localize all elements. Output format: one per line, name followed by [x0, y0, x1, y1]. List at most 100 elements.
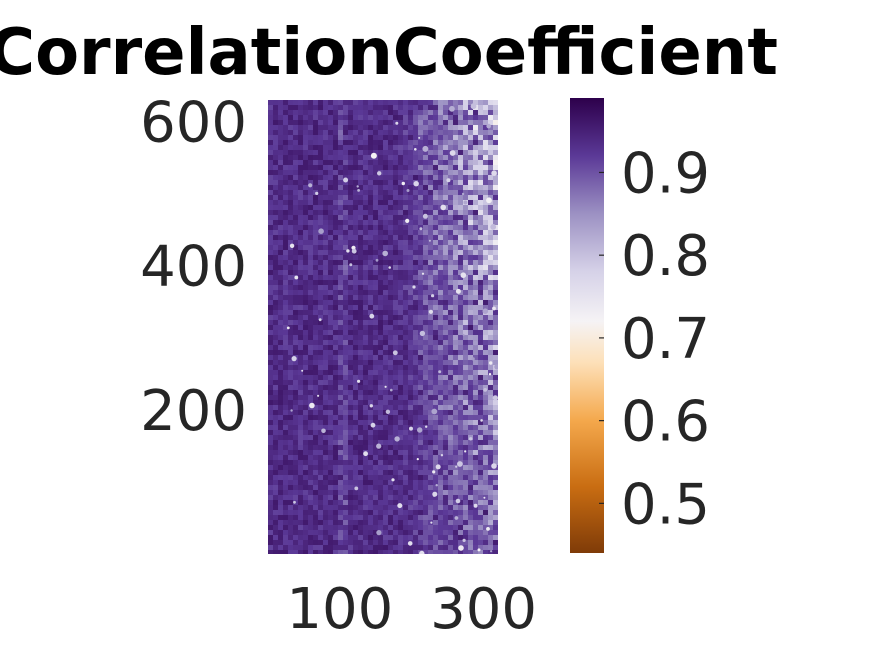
- heatmap-cell: [453, 305, 458, 310]
- heatmap-cell: [458, 245, 463, 250]
- heatmap-cell: [273, 345, 278, 350]
- heatmap-cell: [358, 455, 363, 460]
- heatmap-cell: [338, 255, 343, 260]
- heatmap-cell: [448, 275, 453, 280]
- heatmap-cell: [343, 165, 348, 170]
- heatmap-cell: [443, 155, 448, 160]
- heatmap-cell: [363, 215, 368, 220]
- heatmap-cell: [478, 100, 483, 105]
- heatmap-cell: [433, 455, 438, 460]
- heatmap-cell: [403, 345, 408, 350]
- heatmap-cell: [403, 220, 408, 225]
- heatmap-cell: [473, 415, 478, 420]
- heatmap-cell: [348, 550, 353, 554]
- heatmap-cell: [323, 345, 328, 350]
- heatmap-cell: [328, 225, 333, 230]
- heatmap-cell: [283, 300, 288, 305]
- heatmap-cell: [478, 325, 483, 330]
- heatmap-cell: [283, 100, 288, 105]
- heatmap-cell: [438, 125, 443, 130]
- heatmap-cell: [423, 220, 428, 225]
- heatmap-cell: [323, 455, 328, 460]
- heatmap-cell: [413, 425, 418, 430]
- heatmap-cell: [368, 200, 373, 205]
- heatmap-cell: [448, 305, 453, 310]
- heatmap-cell: [483, 240, 488, 245]
- heatmap-cell: [398, 110, 403, 115]
- heatmap-cell: [348, 390, 353, 395]
- heatmap-cell: [393, 340, 398, 345]
- heatmap-cell: [373, 415, 378, 420]
- heatmap-cell: [283, 530, 288, 535]
- heatmap-cell: [293, 540, 298, 545]
- heatmap-cell: [318, 375, 323, 380]
- heatmap-cell: [393, 505, 398, 510]
- heatmap-cell: [403, 340, 408, 345]
- heatmap-cell: [458, 200, 463, 205]
- heatmap-cell: [388, 350, 393, 355]
- heatmap-cell: [483, 320, 488, 325]
- heatmap-cell: [308, 485, 313, 490]
- heatmap-cell: [358, 345, 363, 350]
- heatmap-cell: [458, 375, 463, 380]
- heatmap-cell: [453, 115, 458, 120]
- heatmap-cell: [273, 310, 278, 315]
- heatmap-cell: [358, 410, 363, 415]
- heatmap-cell: [393, 290, 398, 295]
- heatmap-cell: [283, 270, 288, 275]
- heatmap-cell: [333, 345, 338, 350]
- heatmap-cell: [383, 425, 388, 430]
- heatmap-cell: [268, 535, 273, 540]
- heatmap-cell: [438, 500, 443, 505]
- heatmap-cell: [318, 370, 323, 375]
- heatmap-cell: [368, 145, 373, 150]
- heatmap-cell: [428, 370, 433, 375]
- heatmap-cell: [288, 400, 293, 405]
- heatmap-cell: [393, 470, 398, 475]
- heatmap-cell: [418, 325, 423, 330]
- heatmap-cell: [433, 545, 438, 550]
- heatmap-cell: [343, 420, 348, 425]
- heatmap-cell: [403, 515, 408, 520]
- heatmap-cell: [288, 120, 293, 125]
- heatmap-cell: [393, 245, 398, 250]
- heatmap-speckle: [435, 464, 441, 470]
- heatmap-cell: [418, 365, 423, 370]
- heatmap-cell: [458, 525, 463, 530]
- heatmap-cell: [443, 135, 448, 140]
- heatmap-cell: [413, 530, 418, 535]
- heatmap-cell: [393, 515, 398, 520]
- heatmap-cell: [448, 100, 453, 105]
- heatmap-cell: [323, 250, 328, 255]
- heatmap-cell: [313, 365, 318, 370]
- heatmap-cell: [423, 535, 428, 540]
- heatmap-cell: [418, 405, 423, 410]
- heatmap-cell: [293, 340, 298, 345]
- heatmap-cell: [493, 530, 498, 535]
- heatmap-cell: [438, 375, 443, 380]
- heatmap-cell: [303, 170, 308, 175]
- heatmap-cell: [433, 495, 438, 500]
- heatmap-cell: [418, 320, 423, 325]
- heatmap-cell: [448, 110, 453, 115]
- heatmap-cell: [398, 440, 403, 445]
- heatmap-cell: [408, 370, 413, 375]
- heatmap-cell: [323, 225, 328, 230]
- heatmap-cell: [268, 225, 273, 230]
- heatmap-cell: [438, 435, 443, 440]
- heatmap-cell: [463, 465, 468, 470]
- heatmap-cell: [478, 210, 483, 215]
- heatmap-cell: [383, 130, 388, 135]
- heatmap-cell: [458, 210, 463, 215]
- heatmap-cell: [328, 250, 333, 255]
- heatmap-cell: [473, 365, 478, 370]
- heatmap-cell: [423, 285, 428, 290]
- heatmap-cell: [313, 115, 318, 120]
- heatmap-cell: [308, 300, 313, 305]
- heatmap-cell: [393, 510, 398, 515]
- heatmap-cell: [468, 540, 473, 545]
- heatmap-cell: [408, 510, 413, 515]
- heatmap-cell: [313, 480, 318, 485]
- heatmap-cell: [418, 485, 423, 490]
- heatmap-cell: [378, 535, 383, 540]
